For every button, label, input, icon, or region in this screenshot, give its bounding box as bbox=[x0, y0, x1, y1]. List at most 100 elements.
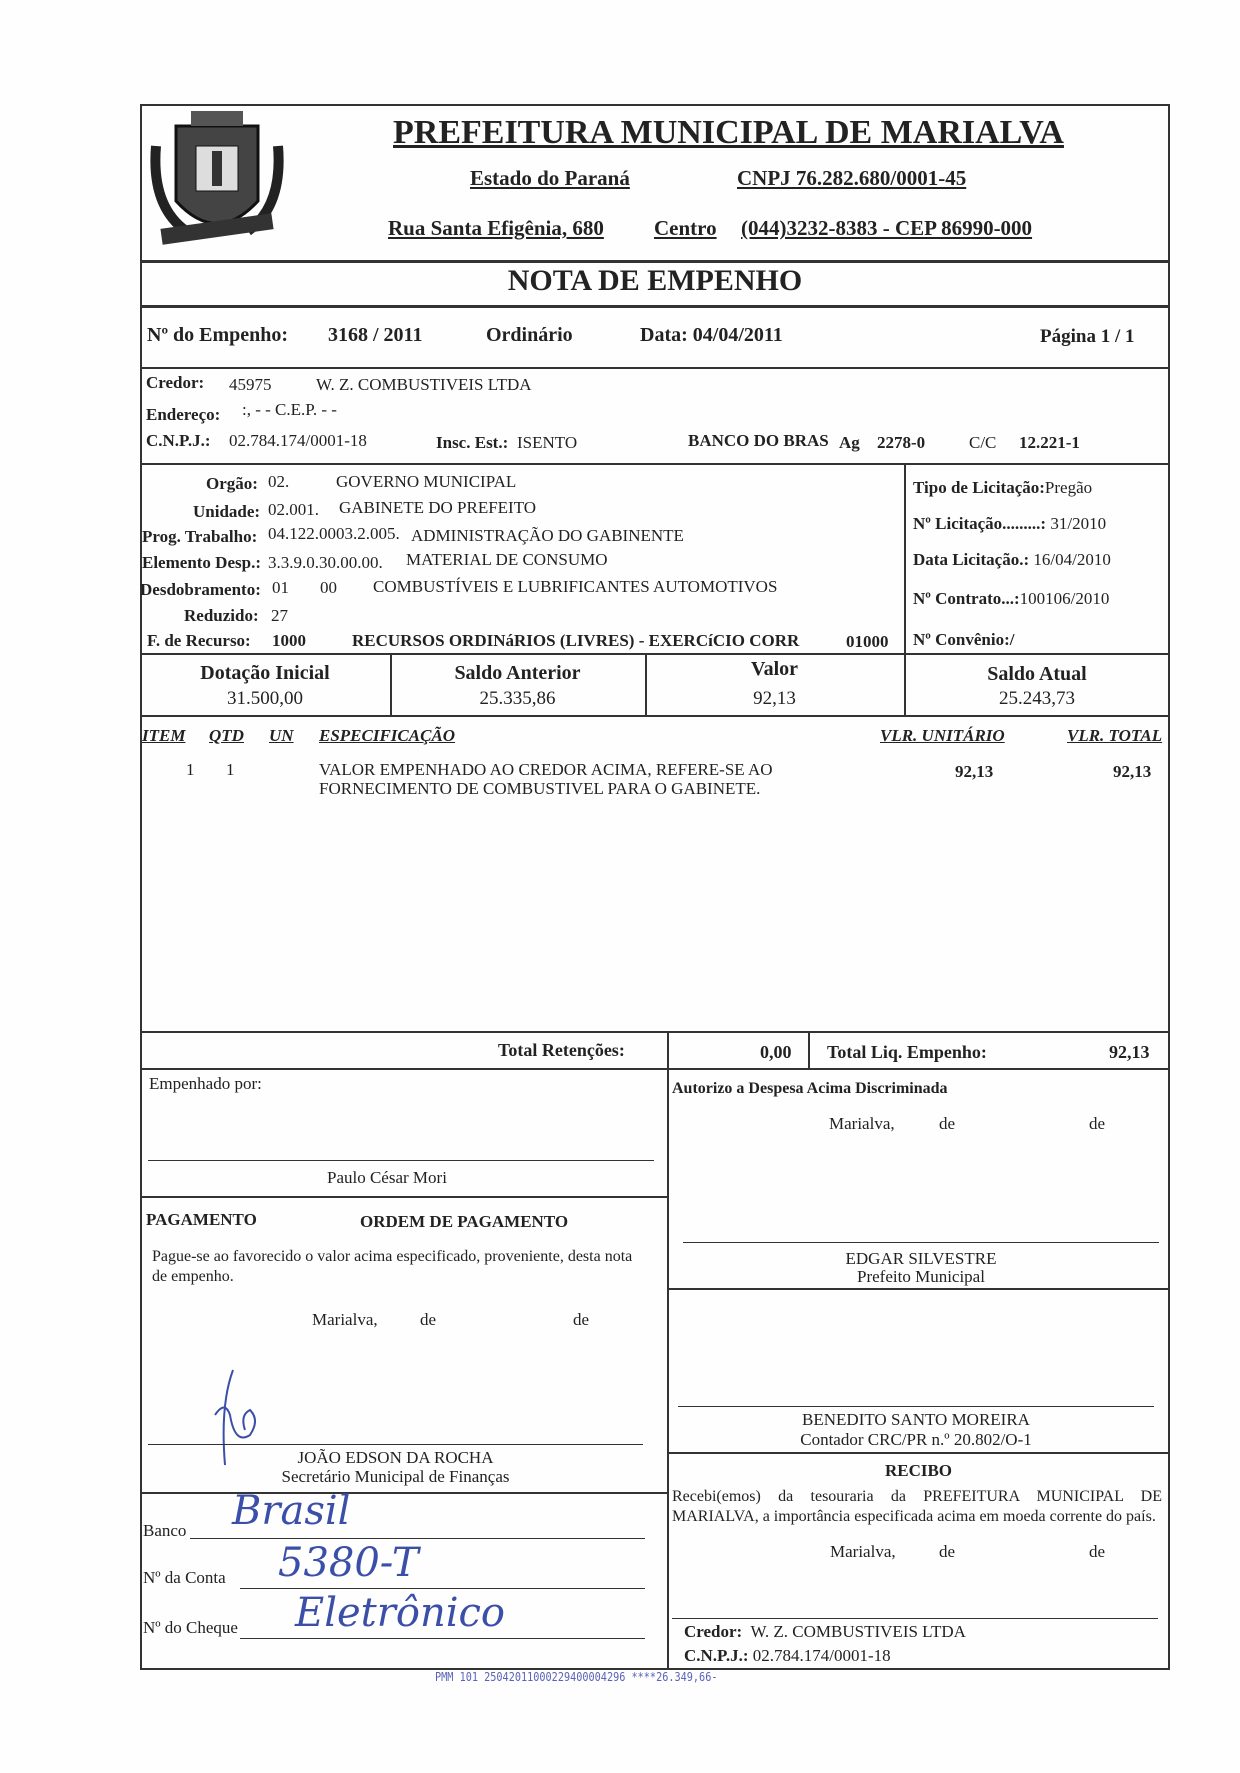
autorizo-de2: de bbox=[1089, 1114, 1106, 1133]
contador-role: Contador CRC/PR n.º 20.802/O-1 bbox=[800, 1430, 1032, 1449]
banco-handwritten: Brasil bbox=[232, 1488, 351, 1534]
document-title: NOTA DE EMPENHO bbox=[507, 264, 803, 297]
licitacao-contrato: Nº Contrato...:100106/2010 bbox=[913, 589, 1109, 609]
ag-label: Ag bbox=[839, 433, 860, 452]
document-frame bbox=[140, 104, 1170, 1670]
elemento-label: Elemento Desp.: bbox=[142, 553, 261, 572]
orgao-desc: GOVERNO MUNICIPAL bbox=[336, 472, 517, 491]
retencoes-label: Total Retenções: bbox=[498, 1040, 625, 1060]
recurso-label: F. de Recurso: bbox=[147, 631, 251, 650]
header-phone: (044)3232-8383 - CEP 86990-000 bbox=[741, 216, 1033, 240]
credor-bank: BANCO DO BRAS bbox=[688, 431, 829, 450]
pagamento-de1: de bbox=[420, 1310, 437, 1329]
credor-cc: 12.221-1 bbox=[1019, 433, 1080, 452]
pagamento-name: JOÃO EDSON DA ROCHA bbox=[297, 1448, 494, 1467]
page-number: Página 1 / 1 bbox=[1040, 326, 1135, 347]
num-label: Nº Licitação.........: bbox=[913, 514, 1047, 533]
banco-label: Banco bbox=[143, 1521, 187, 1540]
header-title: PREFEITURA MUNICIPAL DE MARIALVA bbox=[393, 114, 1064, 151]
contador-name: BENEDITO SANTO MOREIRA bbox=[802, 1410, 1030, 1429]
contrato-label: Nº Contrato...: bbox=[913, 589, 1020, 608]
cheque-handwritten: Eletrônico bbox=[295, 1590, 505, 1636]
autorizo-role: Prefeito Municipal bbox=[857, 1267, 985, 1286]
dotacao-value: 31.500,00 bbox=[227, 688, 303, 709]
row-unit-price: 92,13 bbox=[955, 762, 994, 781]
unidade-code: 02.001. bbox=[268, 500, 319, 519]
reduzido-code: 27 bbox=[271, 606, 288, 625]
orgao-code: 02. bbox=[268, 472, 290, 491]
data-label: Data Licitação.: bbox=[913, 550, 1030, 569]
recibo-cnpj-label: C.N.P.J.: bbox=[684, 1646, 749, 1665]
recibo-place: Marialva, bbox=[830, 1542, 896, 1561]
conta-label: Nº da Conta bbox=[143, 1568, 226, 1587]
num-value: 31/2010 bbox=[1050, 514, 1107, 533]
retencoes-value: 0,00 bbox=[760, 1042, 792, 1062]
unidade-label: Unidade: bbox=[193, 502, 261, 521]
tipo-value: Pregão bbox=[1044, 478, 1093, 497]
recurso-desc: RECURSOS ORDINáRIOS (LIVRES) - EXERCíCIO… bbox=[352, 631, 800, 650]
credor-code: 45975 bbox=[229, 375, 272, 394]
desdobramento-code1: 01 bbox=[272, 578, 289, 597]
pagamento-role: Secretário Municipal de Finanças bbox=[281, 1467, 510, 1486]
cc-label: C/C bbox=[969, 433, 997, 452]
desdobramento-desc: COMBUSTÍVEIS E LUBRIFICANTES AUTOMOTIVOS bbox=[373, 577, 778, 596]
licitacao-tipo: Tipo de Licitação:Pregão bbox=[913, 478, 1092, 498]
row-spec-line1: VALOR EMPENHADO AO CREDOR ACIMA, REFERE-… bbox=[319, 760, 773, 779]
licitacao-data: Data Licitação.: 16/04/2010 bbox=[913, 550, 1111, 570]
pagamento-title: PAGAMENTO bbox=[146, 1210, 257, 1229]
credor-cnpj: 02.784.174/0001-18 bbox=[229, 431, 367, 450]
prog-desc: ADMINISTRAÇÃO DO GABINENTE bbox=[411, 526, 684, 545]
autorizo-place: Marialva, bbox=[829, 1114, 895, 1133]
row-total: 92,13 bbox=[1113, 762, 1152, 781]
saldo-atual-label: Saldo Atual bbox=[987, 663, 1087, 685]
liq-value: 92,13 bbox=[1109, 1042, 1150, 1062]
credor-name: W. Z. COMBUSTIVEIS LTDA bbox=[316, 375, 532, 394]
recurso-code: 1000 bbox=[272, 631, 306, 650]
bank-authentication-stamp: PMM 101 25042011000229400004296 ****26.3… bbox=[435, 1670, 718, 1684]
licitacao-num: Nº Licitação.........: 31/2010 bbox=[913, 514, 1106, 534]
autorizo-name: EDGAR SILVESTRE bbox=[845, 1249, 997, 1268]
unidade-desc: GABINETE DO PREFEITO bbox=[339, 498, 537, 517]
data-value: 16/04/2010 bbox=[1033, 550, 1111, 569]
orgao-label: Orgão: bbox=[206, 474, 258, 493]
elemento-desc: MATERIAL DE CONSUMO bbox=[406, 550, 608, 569]
header-cnpj: CNPJ 76.282.680/0001-45 bbox=[737, 166, 967, 190]
reduzido-label: Reduzido: bbox=[184, 606, 259, 625]
desdobramento-label: Desdobramento: bbox=[140, 580, 261, 599]
col-item: ITEM bbox=[142, 726, 186, 745]
header-state: Estado do Paraná bbox=[470, 166, 630, 190]
tipo-label: Tipo de Licitação: bbox=[913, 478, 1045, 497]
empenhado-name: Paulo César Mori bbox=[327, 1168, 447, 1187]
recibo-text: Recebi(emos) da tesouraria da PREFEITURA… bbox=[672, 1488, 1162, 1525]
pagamento-text: Pague-se ao favorecido o valor acima esp… bbox=[152, 1248, 633, 1285]
col-spec: ESPECIFICAÇÃO bbox=[319, 726, 456, 745]
desdobramento-code2: 00 bbox=[320, 578, 337, 597]
saldo-anterior-label: Saldo Anterior bbox=[454, 662, 581, 684]
recibo-credor-label: Credor: bbox=[684, 1622, 743, 1641]
convenio-label: Nº Convênio:/ bbox=[913, 630, 1015, 649]
recibo-de1: de bbox=[939, 1542, 956, 1561]
recibo-title: RECIBO bbox=[884, 1461, 953, 1480]
empenho-number: 3168 / 2011 bbox=[328, 324, 423, 346]
prog-code: 04.122.0003.2.005. bbox=[268, 524, 400, 543]
municipal-crest-icon bbox=[150, 111, 284, 245]
pagamento-place: Marialva, bbox=[312, 1310, 378, 1329]
credor-ag: 2278-0 bbox=[877, 433, 926, 452]
col-unit-price: VLR. UNITÁRIO bbox=[880, 726, 1005, 745]
recibo-de2: de bbox=[1089, 1542, 1106, 1561]
pagamento-subtitle: ORDEM DE PAGAMENTO bbox=[360, 1212, 569, 1231]
insc-label: Insc. Est.: bbox=[436, 433, 509, 452]
recibo-credor: W. Z. COMBUSTIVEIS LTDA bbox=[750, 1622, 966, 1641]
dotacao-label: Dotação Inicial bbox=[200, 662, 330, 684]
credor-address: :, - - C.E.P. - - bbox=[242, 400, 337, 419]
credor-label: Credor: bbox=[146, 373, 205, 392]
autorizo-de1: de bbox=[939, 1114, 956, 1133]
empenhado-label: Empenhado por: bbox=[149, 1074, 262, 1093]
valor-label: Valor bbox=[750, 658, 799, 680]
conta-handwritten: 5380-T bbox=[278, 1540, 419, 1586]
empenho-label: Nº do Empenho: bbox=[147, 324, 289, 346]
pagamento-de2: de bbox=[573, 1310, 590, 1329]
address-label: Endereço: bbox=[146, 405, 221, 424]
autorizo-title: Autorizo a Despesa Acima Discriminada bbox=[672, 1080, 948, 1097]
